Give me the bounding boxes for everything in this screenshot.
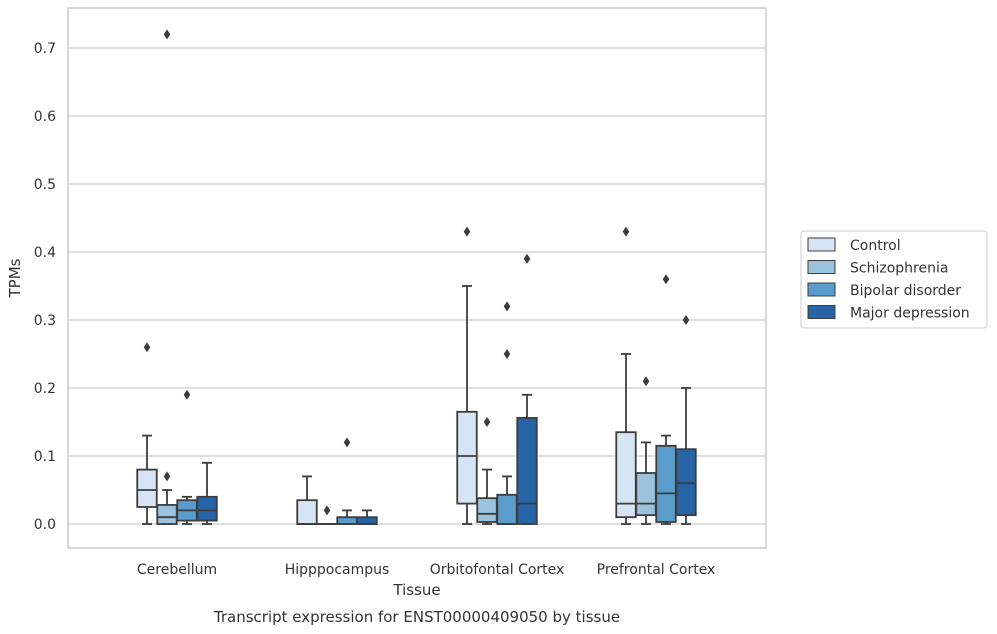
y-tick-label: 0.6 xyxy=(34,109,56,125)
box-schizophrenia xyxy=(476,417,498,525)
box-control xyxy=(456,226,478,525)
box-iqr xyxy=(336,516,358,525)
box-iqr xyxy=(675,448,697,517)
boxes xyxy=(136,29,697,525)
outlier-point xyxy=(483,417,491,427)
outlier-point xyxy=(642,376,650,387)
box-schizophrenia xyxy=(635,376,657,525)
outlier-point xyxy=(163,471,171,482)
box-schizophrenia xyxy=(316,505,338,525)
box-bipolar-disorder xyxy=(496,301,518,525)
box-iqr xyxy=(635,472,657,517)
outlier-point xyxy=(343,437,351,448)
box-iqr xyxy=(356,516,378,525)
box-control xyxy=(615,226,637,525)
x-tick-labels: Cerebellum Hipppocampus Orbitofontal Corte… xyxy=(137,562,715,578)
y-tick-label: 0.4 xyxy=(34,245,56,261)
box-iqr xyxy=(456,410,478,505)
box-major-depression xyxy=(356,509,378,525)
box-schizophrenia xyxy=(156,471,178,525)
box-iqr xyxy=(655,444,677,523)
y-tick-labels: 0.0 0.1 0.2 0.3 0.4 0.5 0.6 0.7 xyxy=(34,41,56,533)
y-tick-label: 0.0 xyxy=(34,517,56,533)
chart-caption: Transcript expression for ENST0000040905… xyxy=(213,608,620,626)
legend-label: Major depression xyxy=(850,306,970,322)
box-major-depression xyxy=(196,461,218,525)
x-tick-label: Hipppocampus xyxy=(285,562,390,578)
x-axis-label: Tissue xyxy=(392,581,440,599)
legend-swatch xyxy=(807,260,836,274)
outlier-point xyxy=(323,505,331,516)
legend-frame xyxy=(800,230,988,329)
legend-label: Schizophrenia xyxy=(850,261,948,277)
outlier-point xyxy=(183,389,191,400)
x-tick-label: Orbitofontal Cortex xyxy=(430,562,565,578)
box-major-depression xyxy=(675,315,697,525)
outlier-point xyxy=(622,226,630,237)
outlier-point xyxy=(503,301,511,312)
box-bipolar-disorder xyxy=(655,274,677,525)
legend-label: Control xyxy=(850,238,901,254)
outlier-point xyxy=(463,226,471,237)
outlier-point xyxy=(163,29,171,40)
legend-swatch xyxy=(807,305,836,319)
box-bipolar-disorder xyxy=(176,389,198,525)
box-iqr xyxy=(156,504,178,525)
gridlines xyxy=(68,47,766,525)
y-tick-label: 0.7 xyxy=(34,41,56,57)
box-iqr xyxy=(496,493,518,525)
box-bipolar-disorder xyxy=(336,437,358,525)
legend-swatch xyxy=(807,237,836,252)
y-tick-label: 0.1 xyxy=(34,449,56,465)
box-iqr xyxy=(196,495,218,522)
outlier-point xyxy=(682,315,690,325)
box-iqr xyxy=(136,468,158,508)
box-control xyxy=(296,475,318,525)
outlier-point xyxy=(503,349,511,359)
legend-swatch xyxy=(807,282,836,297)
x-tick-label: Prefrontal Cortex xyxy=(597,562,716,578)
plot-area-frame xyxy=(67,7,767,549)
outlier-point xyxy=(662,274,670,285)
legend-label: Bipolar disorder xyxy=(850,283,961,299)
box-iqr xyxy=(296,499,318,525)
box-iqr xyxy=(516,417,538,525)
outlier-point xyxy=(143,342,151,353)
box-control xyxy=(136,342,158,525)
y-axis-label: TPMs xyxy=(6,258,24,298)
legend: Control Schizophrenia Bipolar disorder Majo… xyxy=(800,230,988,329)
y-tick-label: 0.2 xyxy=(34,381,56,397)
x-tick-label: Cerebellum xyxy=(137,562,217,578)
y-tick-label: 0.5 xyxy=(34,177,56,193)
y-tick-label: 0.3 xyxy=(34,313,56,329)
outlier-point xyxy=(523,253,531,264)
extra-outlier xyxy=(163,29,171,40)
box-major-depression xyxy=(516,253,538,525)
box-iqr xyxy=(476,497,498,523)
